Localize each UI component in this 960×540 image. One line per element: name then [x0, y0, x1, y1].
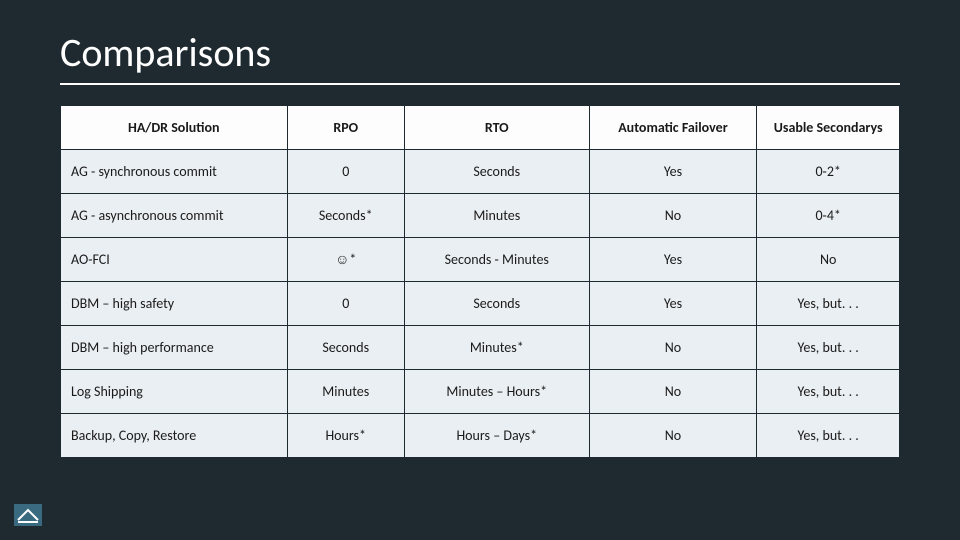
row-label: DBM – high safety [61, 282, 288, 326]
cell: Seconds [404, 282, 589, 326]
table-row: AG - synchronous commit 0 Seconds Yes 0-… [61, 150, 900, 194]
cell: No [589, 194, 757, 238]
page-title: Comparisons [60, 28, 900, 77]
col-header: RTO [404, 106, 589, 150]
row-label: AG - synchronous commit [61, 150, 288, 194]
table-row: AO-FCI ☺* Seconds - Minutes Yes No [61, 238, 900, 282]
cell: Seconds [287, 326, 404, 370]
cell: No [589, 370, 757, 414]
cell: Yes, but. . . [757, 370, 900, 414]
cell: No [589, 326, 757, 370]
table-row: DBM – high safety 0 Seconds Yes Yes, but… [61, 282, 900, 326]
cell: Yes, but. . . [757, 326, 900, 370]
cell: Minutes – Hours* [404, 370, 589, 414]
row-label: AG - asynchronous commit [61, 194, 288, 238]
table-row: AG - asynchronous commit Seconds* Minute… [61, 194, 900, 238]
comparison-table: HA/DR Solution RPO RTO Automatic Failove… [60, 105, 900, 458]
cell: Yes, but. . . [757, 414, 900, 458]
cell: Hours* [287, 414, 404, 458]
cell: Seconds* [287, 194, 404, 238]
cell: Hours – Days* [404, 414, 589, 458]
row-label: DBM – high performance [61, 326, 288, 370]
cell: 0 [287, 282, 404, 326]
cell: 0-2* [757, 150, 900, 194]
table-row: Backup, Copy, Restore Hours* Hours – Day… [61, 414, 900, 458]
col-header: RPO [287, 106, 404, 150]
row-label: Backup, Copy, Restore [61, 414, 288, 458]
cell: Seconds - Minutes [404, 238, 589, 282]
row-label: AO-FCI [61, 238, 288, 282]
cell: Yes [589, 238, 757, 282]
cell: Yes, but. . . [757, 282, 900, 326]
slide: Comparisons HA/DR Solution RPO RTO Autom… [0, 0, 960, 540]
row-label: Log Shipping [61, 370, 288, 414]
cell: No [757, 238, 900, 282]
table-header-row: HA/DR Solution RPO RTO Automatic Failove… [61, 106, 900, 150]
table-row: DBM – high performance Seconds Minutes* … [61, 326, 900, 370]
cell: Yes [589, 282, 757, 326]
col-header: Usable Secondarys [757, 106, 900, 150]
cell: Minutes [404, 194, 589, 238]
table-row: Log Shipping Minutes Minutes – Hours* No… [61, 370, 900, 414]
brand-logo-icon [14, 504, 42, 526]
cell: Minutes [287, 370, 404, 414]
col-header: HA/DR Solution [61, 106, 288, 150]
cell: Minutes* [404, 326, 589, 370]
cell: No [589, 414, 757, 458]
cell: 0-4* [757, 194, 900, 238]
cell: ☺* [287, 238, 404, 282]
title-rule [60, 83, 900, 85]
col-header: Automatic Failover [589, 106, 757, 150]
cell: 0 [287, 150, 404, 194]
cell: Yes [589, 150, 757, 194]
cell: Seconds [404, 150, 589, 194]
